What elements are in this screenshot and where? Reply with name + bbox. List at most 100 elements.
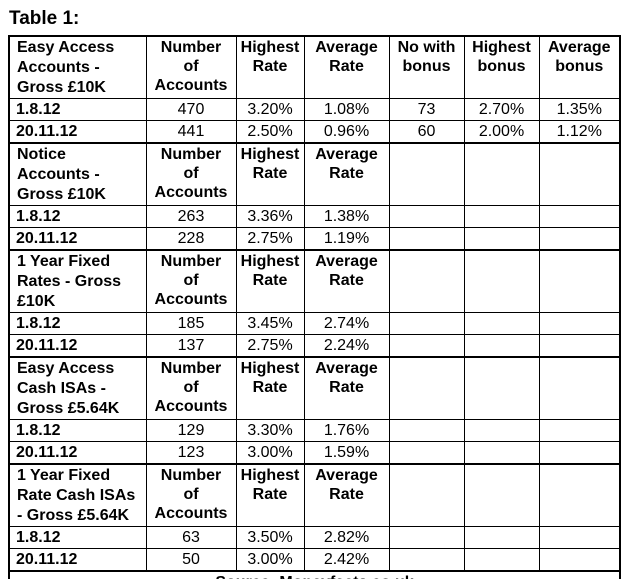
value-cell: 3.30% — [235, 419, 305, 442]
group-label-cell: 1 Year Fixed Rate Cash ISAs - Gross £5.6… — [8, 463, 147, 527]
date-cell: 1.8.12 — [8, 98, 147, 121]
column-header-cell: Highest Rate — [235, 463, 305, 527]
value-cell: 3.45% — [235, 312, 305, 335]
value-cell: 228 — [145, 227, 237, 251]
date-cell: 20.11.12 — [8, 441, 147, 465]
value-cell: 137 — [145, 334, 237, 358]
column-header-cell: Number of Accounts — [145, 356, 237, 420]
column-header-cell: Highest Rate — [235, 35, 305, 99]
value-cell: 2.74% — [303, 312, 390, 335]
value-cell — [538, 205, 621, 228]
column-header-cell: Average Rate — [303, 249, 390, 313]
group-label-cell: 1 Year Fixed Rates - Gross £10K — [8, 249, 147, 313]
value-cell — [463, 227, 540, 251]
column-header-cell: Average Rate — [303, 142, 390, 206]
value-cell: 2.50% — [235, 120, 305, 144]
column-header-cell — [538, 249, 621, 313]
value-cell: 1.35% — [538, 98, 621, 121]
column-header-cell — [388, 463, 465, 527]
column-header-cell — [463, 463, 540, 527]
table-row: 20.11.12 441 2.50% 0.96% 60 2.00% 1.12% — [8, 120, 621, 144]
value-cell — [538, 334, 621, 358]
value-cell — [463, 526, 540, 549]
value-cell: 0.96% — [303, 120, 390, 144]
table-row: 20.11.12 137 2.75% 2.24% — [8, 334, 621, 358]
value-cell: 1.38% — [303, 205, 390, 228]
value-cell: 470 — [145, 98, 237, 121]
value-cell — [538, 441, 621, 465]
value-cell — [538, 526, 621, 549]
value-cell: 129 — [145, 419, 237, 442]
value-cell: 441 — [145, 120, 237, 144]
group-header-row: Easy Access Accounts - Gross £10K Number… — [8, 35, 621, 99]
date-cell: 20.11.12 — [8, 120, 147, 144]
column-header-cell: Number of Accounts — [145, 249, 237, 313]
column-header-cell — [538, 142, 621, 206]
date-cell: 1.8.12 — [8, 312, 147, 335]
rates-table: Easy Access Accounts - Gross £10K Number… — [8, 35, 621, 579]
value-cell — [388, 441, 465, 465]
column-header-cell — [463, 356, 540, 420]
column-header-cell: Average bonus — [538, 35, 621, 99]
group-header-row: 1 Year Fixed Rates - Gross £10K Number o… — [8, 249, 621, 313]
column-header-cell — [463, 142, 540, 206]
group-label-cell: Notice Accounts - Gross £10K — [8, 142, 147, 206]
column-header-cell — [538, 463, 621, 527]
date-cell: 20.11.12 — [8, 227, 147, 251]
group-header-row: Easy Access Cash ISAs - Gross £5.64K Num… — [8, 356, 621, 420]
value-cell: 50 — [145, 548, 237, 572]
table-row: 1.8.12 129 3.30% 1.76% — [8, 419, 621, 442]
column-header-cell: Highest Rate — [235, 356, 305, 420]
value-cell: 2.00% — [463, 120, 540, 144]
table-row: 1.8.12 63 3.50% 2.82% — [8, 526, 621, 549]
value-cell — [538, 548, 621, 572]
column-header-cell: No with bonus — [388, 35, 465, 99]
source-cell: Source: Moneyfacts.co.uk — [8, 570, 621, 579]
date-cell: 20.11.12 — [8, 334, 147, 358]
date-cell: 1.8.12 — [8, 205, 147, 228]
value-cell: 3.36% — [235, 205, 305, 228]
value-cell: 3.20% — [235, 98, 305, 121]
value-cell: 1.59% — [303, 441, 390, 465]
date-cell: 1.8.12 — [8, 419, 147, 442]
column-header-cell — [388, 249, 465, 313]
value-cell — [463, 205, 540, 228]
value-cell: 2.82% — [303, 526, 390, 549]
column-header-cell — [538, 356, 621, 420]
value-cell — [388, 548, 465, 572]
value-cell: 3.00% — [235, 548, 305, 572]
value-cell: 3.00% — [235, 441, 305, 465]
value-cell — [463, 548, 540, 572]
value-cell — [538, 312, 621, 335]
column-header-cell: Highest Rate — [235, 249, 305, 313]
value-cell — [463, 441, 540, 465]
group-header-row: 1 Year Fixed Rate Cash ISAs - Gross £5.6… — [8, 463, 621, 527]
value-cell: 1.08% — [303, 98, 390, 121]
value-cell: 2.42% — [303, 548, 390, 572]
value-cell — [388, 419, 465, 442]
table-row: 1.8.12 263 3.36% 1.38% — [8, 205, 621, 228]
value-cell — [538, 419, 621, 442]
column-header-cell: Average Rate — [303, 356, 390, 420]
column-header-cell — [388, 142, 465, 206]
value-cell — [388, 526, 465, 549]
value-cell: 1.19% — [303, 227, 390, 251]
column-header-cell — [463, 249, 540, 313]
group-label-cell: Easy Access Cash ISAs - Gross £5.64K — [8, 356, 147, 420]
column-header-cell: Highest Rate — [235, 142, 305, 206]
value-cell — [388, 227, 465, 251]
value-cell: 73 — [388, 98, 465, 121]
source-row: Source: Moneyfacts.co.uk — [8, 570, 621, 579]
value-cell: 263 — [145, 205, 237, 228]
value-cell — [388, 312, 465, 335]
table-row: 20.11.12 50 3.00% 2.42% — [8, 548, 621, 572]
table-title: Table 1: — [9, 8, 80, 29]
value-cell: 123 — [145, 441, 237, 465]
value-cell: 60 — [388, 120, 465, 144]
table-row: 20.11.12 228 2.75% 1.19% — [8, 227, 621, 251]
column-header-cell: Number of Accounts — [145, 463, 237, 527]
value-cell: 2.75% — [235, 334, 305, 358]
date-cell: 1.8.12 — [8, 526, 147, 549]
column-header-cell: Average Rate — [303, 35, 390, 99]
